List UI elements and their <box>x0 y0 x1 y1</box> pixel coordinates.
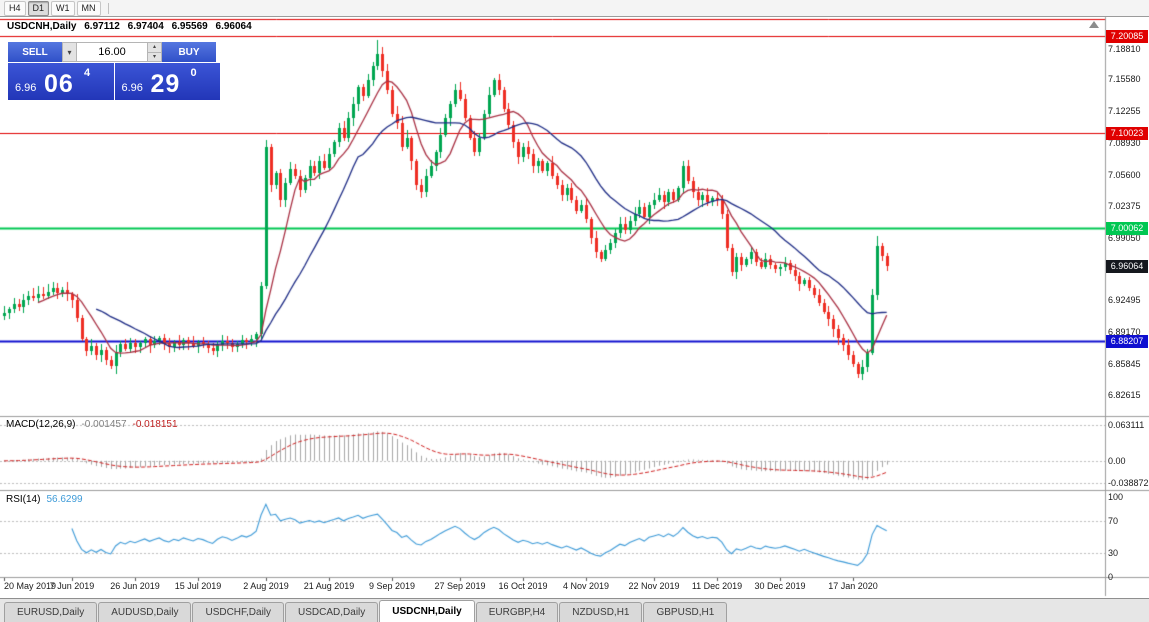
sell-price-pips: 06 <box>44 70 74 98</box>
chart-symbol-period: USDCNH,Daily <box>7 21 77 32</box>
tab-usdcnh-daily[interactable]: USDCNH,Daily <box>379 600 475 622</box>
date-axis-label: 17 Jan 2020 <box>828 581 878 591</box>
level-price-tag: 7.00062 <box>1106 222 1148 235</box>
macd-label: MACD(12,26,9) <box>6 419 76 430</box>
price-axis-tick: 6.92495 <box>1108 295 1141 305</box>
sell-button[interactable]: SELL <box>8 42 62 62</box>
sell-price-base: 6.96 <box>15 82 37 94</box>
chart-shift-icon <box>1089 21 1099 28</box>
spinner-up-icon: ▴ <box>152 44 156 50</box>
tab-usdcad-daily[interactable]: USDCAD,Daily <box>285 602 379 622</box>
date-axis-label: 2 Aug 2019 <box>243 581 289 591</box>
ohlc-low: 6.95569 <box>171 21 208 32</box>
ohlc-open: 6.97112 <box>84 21 120 32</box>
level-price-tag: 7.20085 <box>1106 30 1148 43</box>
timeframe-button-mn[interactable]: MN <box>76 0 101 16</box>
buy-price-base: 6.96 <box>121 82 143 94</box>
macd-axis-label: -0.038872 <box>1108 478 1149 488</box>
volume-decrease-button[interactable]: ▾ <box>148 53 161 62</box>
buy-button[interactable]: BUY <box>162 42 216 62</box>
timeframe-button-w1[interactable]: W1 <box>51 0 75 16</box>
buy-price-pips: 29 <box>150 70 181 98</box>
date-axis-label: 16 Oct 2019 <box>498 581 548 591</box>
timeframe-button-h4[interactable]: H4 <box>4 0 26 16</box>
volume-spinner: ▴ ▾ <box>148 42 162 62</box>
rsi-indicator-title: RSI(14) 56.6299 <box>6 494 83 505</box>
price-axis-tick: 7.02375 <box>1108 201 1141 211</box>
date-axis-label: 26 Jun 2019 <box>110 581 160 591</box>
ohlc-close: 6.96064 <box>215 21 252 32</box>
rsi-axis-label: 0 <box>1108 572 1114 582</box>
one-click-trading-panel: SELL ▾ ▴ ▾ BUY 6.96 06 4 6.96 29 0 <box>8 42 220 100</box>
ohlc-high: 6.97404 <box>127 21 164 32</box>
chart-tab-bar: EURUSD,Daily AUDUSD,Daily USDCHF,Daily USDC… <box>0 598 1149 622</box>
price-axis-tick: 6.89170 <box>1108 327 1141 337</box>
spinner-down-icon: ▾ <box>152 53 156 60</box>
date-axis-label: 9 Sep 2019 <box>368 581 416 591</box>
buy-price-display[interactable]: 6.96 29 0 <box>114 63 220 100</box>
level-price-tag: 7.10023 <box>1106 127 1148 140</box>
rsi-value: 56.6299 <box>46 494 83 505</box>
tab-eurusd-daily[interactable]: EURUSD,Daily <box>4 602 98 622</box>
toolbar-divider <box>107 2 109 14</box>
date-axis-label: 15 Jul 2019 <box>174 581 222 591</box>
macd-signal-value: -0.018151 <box>132 419 178 430</box>
price-axis-tick: 7.08930 <box>1108 138 1141 148</box>
rsi-label: RSI(14) <box>6 494 41 505</box>
price-axis-tick: 7.15580 <box>1108 74 1141 84</box>
macd-indicator-title: MACD(12,26,9) -0.001457 -0.018151 <box>6 419 178 430</box>
tab-nzdusd-h1[interactable]: NZDUSD,H1 <box>559 602 643 622</box>
volume-input[interactable] <box>77 42 148 62</box>
price-axis-tick: 6.82615 <box>1108 390 1141 400</box>
date-axis-label: 11 Dec 2019 <box>691 581 743 591</box>
level-price-tag: 6.88207 <box>1106 335 1148 348</box>
rsi-axis-label: 30 <box>1108 548 1119 558</box>
date-axis-label: 27 Sep 2019 <box>434 581 486 591</box>
macd-main-value: -0.001457 <box>81 419 127 430</box>
macd-axis-label: 0.063111 <box>1108 420 1145 430</box>
tab-eurgbp-h4[interactable]: EURGBP,H4 <box>475 602 559 622</box>
macd-axis-label: 0.00 <box>1108 456 1126 466</box>
price-axis-tick: 7.12255 <box>1108 106 1141 116</box>
timeframe-toolbar: H4 D1 W1 MN <box>0 0 1149 17</box>
rsi-axis-label: 70 <box>1108 516 1119 526</box>
rsi-axis-label: 100 <box>1108 492 1124 502</box>
sell-price-display[interactable]: 6.96 06 4 <box>8 63 114 100</box>
volume-increase-button[interactable]: ▴ <box>148 43 161 53</box>
tab-usdchf-daily[interactable]: USDCHF,Daily <box>192 602 285 622</box>
date-axis-label: 7 Jun 2019 <box>49 581 95 591</box>
price-axis-tick: 7.18810 <box>1108 44 1141 54</box>
tab-audusd-daily[interactable]: AUDUSD,Daily <box>98 602 192 622</box>
chevron-down-icon: ▾ <box>67 47 72 57</box>
volume-dropdown-button[interactable]: ▾ <box>62 42 77 62</box>
sell-price-point: 4 <box>84 67 91 79</box>
date-axis-label: 30 Dec 2019 <box>754 581 806 591</box>
price-axis-tick: 7.05600 <box>1108 170 1141 180</box>
date-axis-label: 4 Nov 2019 <box>562 581 610 591</box>
price-axis-tick: 6.99050 <box>1108 233 1141 243</box>
date-axis-label: 21 Aug 2019 <box>303 581 355 591</box>
chart-ohlc-title: USDCNH,Daily 6.97112 6.97404 6.95569 6.9… <box>7 21 257 32</box>
date-axis-label: 20 May 2019 <box>4 581 57 591</box>
timeframe-button-d1[interactable]: D1 <box>27 0 50 16</box>
date-axis-label: 22 Nov 2019 <box>628 581 680 591</box>
price-axis-tick: 6.85845 <box>1108 359 1141 369</box>
current-price-tag: 6.96064 <box>1106 260 1148 273</box>
buy-price-point: 0 <box>190 67 197 79</box>
tab-gbpusd-h1[interactable]: GBPUSD,H1 <box>643 602 728 622</box>
